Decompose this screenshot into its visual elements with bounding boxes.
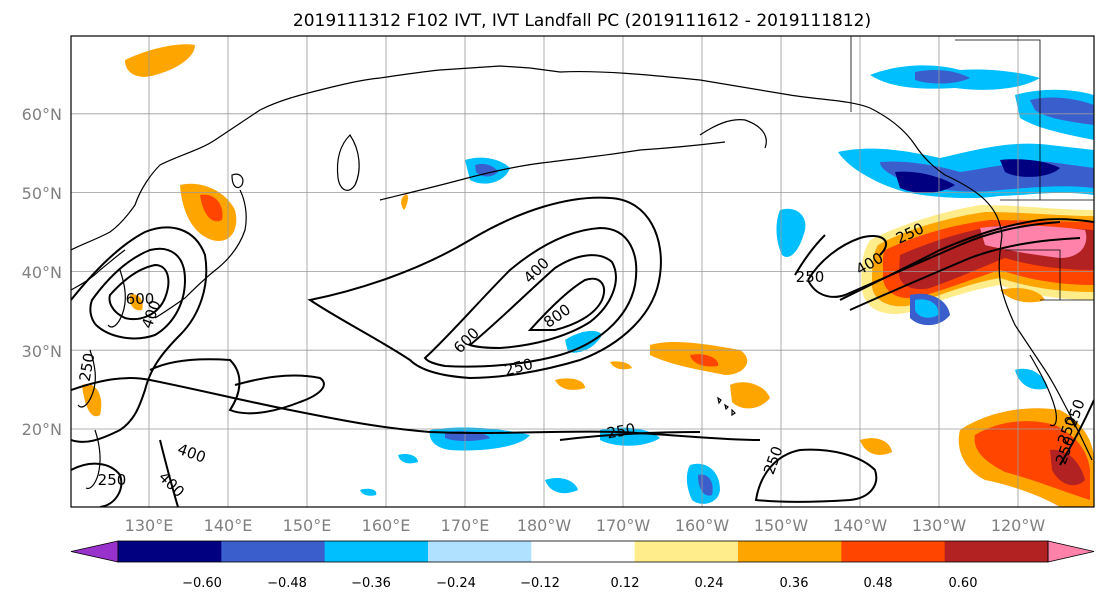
lon-label: 160°E bbox=[362, 516, 411, 535]
lat-label: 40°N bbox=[22, 263, 62, 282]
longitude-labels: 130°E 140°E 150°E 160°E 170°E 180°W 170°… bbox=[125, 516, 1046, 535]
lon-label: 150°E bbox=[283, 516, 332, 535]
lat-label: 60°N bbox=[22, 105, 62, 124]
colorbar-extend-max bbox=[1047, 540, 1095, 563]
colorbar-extend-min bbox=[70, 540, 119, 563]
ivt-contour-250-loop-sw bbox=[71, 462, 123, 507]
ivt-contour-250-mid bbox=[559, 431, 701, 441]
ivt-contour-600-west bbox=[108, 263, 170, 320]
lon-label: 150°W bbox=[754, 516, 809, 535]
pc-positive-southeast bbox=[860, 288, 1094, 507]
lat-label: 50°N bbox=[22, 184, 62, 203]
contour-label: 250 bbox=[796, 268, 825, 286]
colorbar-tick-label: −0.36 bbox=[351, 576, 391, 591]
lat-label: 20°N bbox=[22, 420, 62, 439]
colorbar-segment bbox=[118, 541, 222, 562]
lon-label: 130°E bbox=[125, 516, 174, 535]
pc-negative-nw-america bbox=[838, 65, 1094, 199]
colorbar-tick-label: 0.48 bbox=[864, 576, 893, 591]
colorbar-tick-label: 0.12 bbox=[611, 576, 640, 591]
contour-label: 250 bbox=[76, 351, 99, 382]
lon-label: 170°E bbox=[441, 516, 490, 535]
pc-negative-east bbox=[776, 208, 806, 258]
colorbar bbox=[70, 540, 1095, 563]
colorbar-ticks: −0.60 −0.48 −0.36 −0.24 −0.12 0.12 0.24 … bbox=[182, 576, 977, 591]
pc-positive-sw bbox=[82, 384, 102, 417]
ivt-contour-400-west bbox=[89, 247, 187, 340]
colorbar-tick-label: 0.36 bbox=[780, 576, 809, 591]
coastlines bbox=[71, 65, 1093, 490]
lon-label: 130°W bbox=[912, 516, 967, 535]
pc-positive-japan bbox=[125, 44, 408, 241]
political-borders bbox=[850, 36, 1094, 301]
colorbar-outline bbox=[117, 540, 1049, 563]
colorbar-segment bbox=[841, 541, 946, 562]
ivt-contour-250-east bbox=[754, 448, 878, 503]
latitude-labels: 20°N 30°N 40°N 50°N 60°N bbox=[22, 105, 62, 439]
ivt-contour-250-se bbox=[1059, 399, 1094, 466]
colorbar-tick-label: −0.24 bbox=[436, 576, 476, 591]
gridlines bbox=[71, 36, 1094, 507]
ivt-contour-250-ne bbox=[794, 221, 1061, 298]
contour-label: 250 bbox=[605, 420, 636, 443]
contour-label: 250 bbox=[98, 471, 127, 489]
ivt-contour-800-central bbox=[527, 277, 605, 331]
colorbar-tick-label: −0.60 bbox=[182, 576, 222, 591]
ivt-contour-600-central bbox=[467, 254, 617, 350]
lon-label: 170°W bbox=[596, 516, 651, 535]
lon-label: 180°W bbox=[517, 516, 572, 535]
lon-label: 140°E bbox=[204, 516, 253, 535]
ivt-contour-250-west bbox=[71, 226, 208, 443]
ivt-contour-400-ne bbox=[839, 218, 1094, 301]
colorbar-segment bbox=[531, 541, 636, 562]
colorbar-tick-label: 0.60 bbox=[949, 576, 978, 591]
figure-title: 2019111312 F102 IVT, IVT Landfall PC (20… bbox=[293, 11, 871, 31]
colorbar-segment bbox=[634, 541, 739, 562]
contour-label: 600 bbox=[126, 290, 155, 308]
lat-label: 30°N bbox=[22, 342, 62, 361]
ivt-contours bbox=[71, 196, 1094, 507]
colorbar-segment bbox=[738, 541, 842, 562]
map-border bbox=[70, 35, 1095, 508]
colorbar-tick-label: 0.24 bbox=[695, 576, 724, 591]
colorbar-segment bbox=[428, 541, 532, 562]
lon-label: 120°W bbox=[991, 516, 1046, 535]
ivt-contour-400-ne-2 bbox=[849, 237, 1081, 311]
colorbar-tick-label: −0.12 bbox=[520, 576, 560, 591]
colorbar-segment bbox=[944, 541, 1049, 562]
colorbar-tick-label: −0.48 bbox=[267, 576, 307, 591]
colorbar-segment bbox=[324, 541, 429, 562]
ivt-contour-400-central bbox=[423, 226, 638, 368]
lon-label: 160°W bbox=[675, 516, 730, 535]
ivt-contour-250-central bbox=[307, 196, 662, 380]
ivt-contour-250-south bbox=[149, 358, 325, 415]
lon-label: 140°W bbox=[833, 516, 888, 535]
colorbar-segment bbox=[221, 541, 326, 562]
